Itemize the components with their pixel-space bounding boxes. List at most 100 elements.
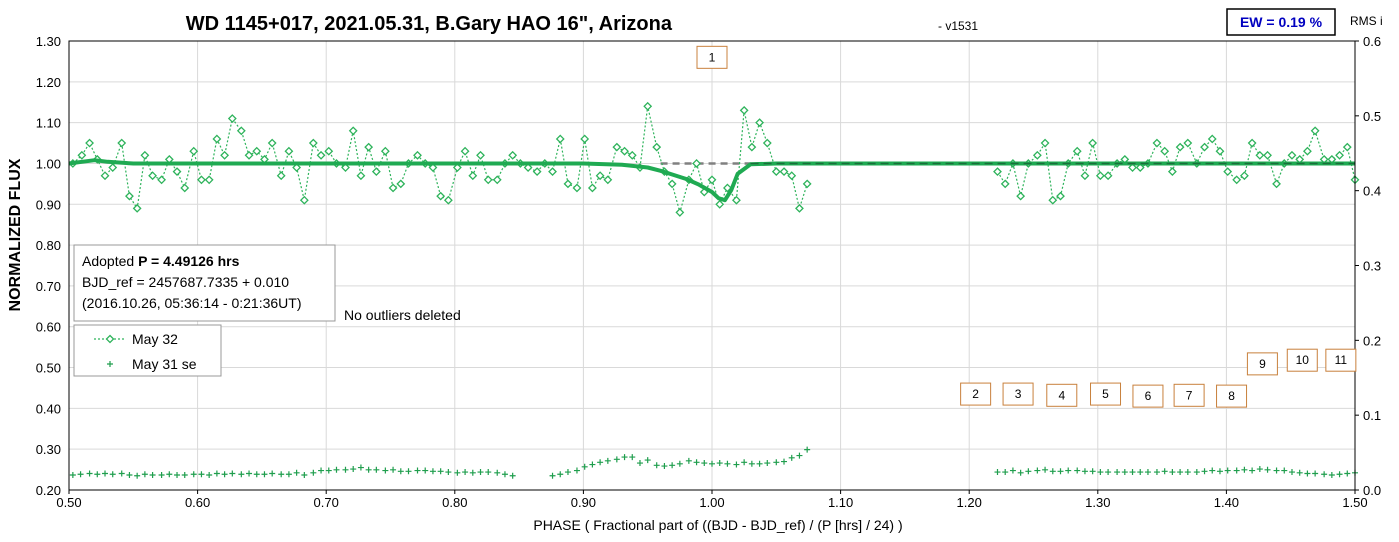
rms-point bbox=[724, 460, 731, 467]
rms-point bbox=[310, 469, 317, 476]
rms-point bbox=[1009, 467, 1016, 474]
rms-point bbox=[221, 471, 228, 478]
rms-point bbox=[206, 472, 213, 479]
flux-point bbox=[236, 126, 246, 136]
info-line-2: BJD_ref = 2457687.7335 + 0.010 bbox=[82, 274, 289, 290]
flux-point bbox=[692, 159, 701, 168]
flux-point bbox=[252, 146, 262, 156]
flux-point bbox=[443, 195, 453, 205]
flux-point bbox=[1016, 191, 1026, 201]
rms-point bbox=[181, 472, 188, 479]
flux-point bbox=[572, 183, 582, 193]
annotation-label: 8 bbox=[1228, 389, 1235, 403]
flux-point bbox=[802, 179, 812, 189]
rms-series-may-31 bbox=[69, 446, 1358, 479]
annotation-box bbox=[696, 45, 728, 69]
annotation-label: 1 bbox=[709, 50, 716, 64]
flux-point bbox=[157, 175, 167, 185]
rms-point bbox=[1264, 466, 1271, 473]
rms-point bbox=[549, 472, 556, 479]
rms-point bbox=[1256, 466, 1263, 473]
flux-point bbox=[555, 134, 565, 144]
y-tick-labels: 0.20 0.30 0.40 0.50 0.60 0.70 0.80 0.90 1.00 1.10… bbox=[36, 34, 61, 498]
flux-point bbox=[284, 146, 294, 156]
y2-tick-label: 0.0 bbox=[1363, 483, 1381, 498]
info-line-1: Adopted P = 4.49126 hrs bbox=[82, 253, 240, 269]
info-box: Adopted P = 4.49126 hrs BJD_ref = 245768… bbox=[73, 244, 336, 322]
annotation-box bbox=[1132, 384, 1164, 408]
y-tick-label: 1.00 bbox=[36, 156, 61, 171]
outliers-note: No outliers deleted bbox=[344, 307, 461, 323]
x-tick-label: 0.90 bbox=[571, 495, 596, 510]
flux-point bbox=[1135, 163, 1145, 172]
rms-point bbox=[1241, 466, 1248, 473]
rms-point bbox=[1312, 470, 1319, 477]
flux-point bbox=[1272, 179, 1281, 189]
y-axis-label: NORMALIZED FLUX bbox=[7, 158, 24, 311]
rms-point bbox=[1233, 467, 1240, 474]
flux-point bbox=[667, 179, 677, 189]
rms-point bbox=[445, 469, 452, 476]
info-line-1-period: P = 4.49126 hrs bbox=[138, 253, 240, 269]
flux-point bbox=[1255, 150, 1265, 160]
rms-point bbox=[278, 471, 285, 478]
y-tick-label: 1.30 bbox=[36, 34, 61, 49]
legend-rms-marker bbox=[107, 361, 113, 367]
flux-point bbox=[117, 138, 127, 148]
y2-tick-label: 0.2 bbox=[1363, 333, 1381, 348]
rms-point bbox=[573, 467, 580, 474]
x-tick-label: 0.70 bbox=[314, 495, 339, 510]
flux-point bbox=[276, 171, 286, 181]
y-tick-label: 0.70 bbox=[36, 279, 61, 294]
flux-point bbox=[1088, 138, 1098, 148]
flux-point bbox=[1040, 138, 1050, 148]
x-tick-label: 1.00 bbox=[699, 495, 724, 510]
rms-point bbox=[1273, 467, 1280, 474]
flux-point bbox=[364, 142, 374, 152]
flux-point bbox=[1000, 179, 1010, 189]
rms-point bbox=[1114, 469, 1121, 476]
rms-point bbox=[174, 472, 181, 479]
rms-point bbox=[1121, 469, 1128, 476]
rms-point bbox=[429, 468, 436, 475]
y-tick-label: 0.50 bbox=[36, 361, 61, 376]
rms-point bbox=[1065, 467, 1072, 474]
flux-point bbox=[108, 163, 118, 172]
chart-version: - v1531 bbox=[938, 19, 978, 33]
flux-point bbox=[100, 171, 110, 181]
flux-point bbox=[189, 146, 199, 156]
annotation-label: 5 bbox=[1102, 387, 1109, 401]
flux-point bbox=[993, 167, 1002, 177]
flux-point bbox=[388, 183, 398, 193]
flux-point bbox=[1032, 150, 1042, 160]
rms-point bbox=[69, 472, 76, 479]
annotation-label: 9 bbox=[1259, 357, 1266, 371]
rms-point bbox=[485, 469, 492, 476]
rms-point bbox=[653, 462, 660, 469]
rms-point bbox=[1216, 468, 1223, 475]
rms-point bbox=[1034, 467, 1041, 474]
annotation-box bbox=[1216, 384, 1248, 408]
x-tick-label: 1.50 bbox=[1342, 495, 1367, 510]
x-tick-labels: 0.50 0.60 0.70 0.80 0.90 1.00 1.10 1.20 1.30 1.40… bbox=[56, 490, 1368, 510]
x-tick-label: 1.40 bbox=[1214, 495, 1239, 510]
x-tick-label: 1.30 bbox=[1085, 495, 1110, 510]
rms-point bbox=[597, 459, 604, 466]
rms-point bbox=[994, 469, 1001, 476]
rms-point bbox=[501, 471, 508, 478]
rms-point bbox=[796, 452, 803, 459]
flux-point bbox=[1183, 138, 1193, 148]
rms-point bbox=[238, 471, 245, 478]
flux-point bbox=[483, 175, 493, 185]
annotations: 1 2 3 4 5 6 7 8 9 10 11 bbox=[696, 45, 1357, 408]
annotation-label: 6 bbox=[1145, 389, 1152, 403]
annotation-label: 11 bbox=[1335, 353, 1348, 367]
rms-point bbox=[1137, 469, 1144, 476]
rms-point bbox=[229, 470, 236, 477]
rms-point bbox=[589, 461, 596, 468]
x-tick-label: 1.20 bbox=[957, 495, 982, 510]
rms-point bbox=[564, 469, 571, 476]
flux-point bbox=[1239, 171, 1249, 181]
flux-point bbox=[299, 195, 309, 205]
